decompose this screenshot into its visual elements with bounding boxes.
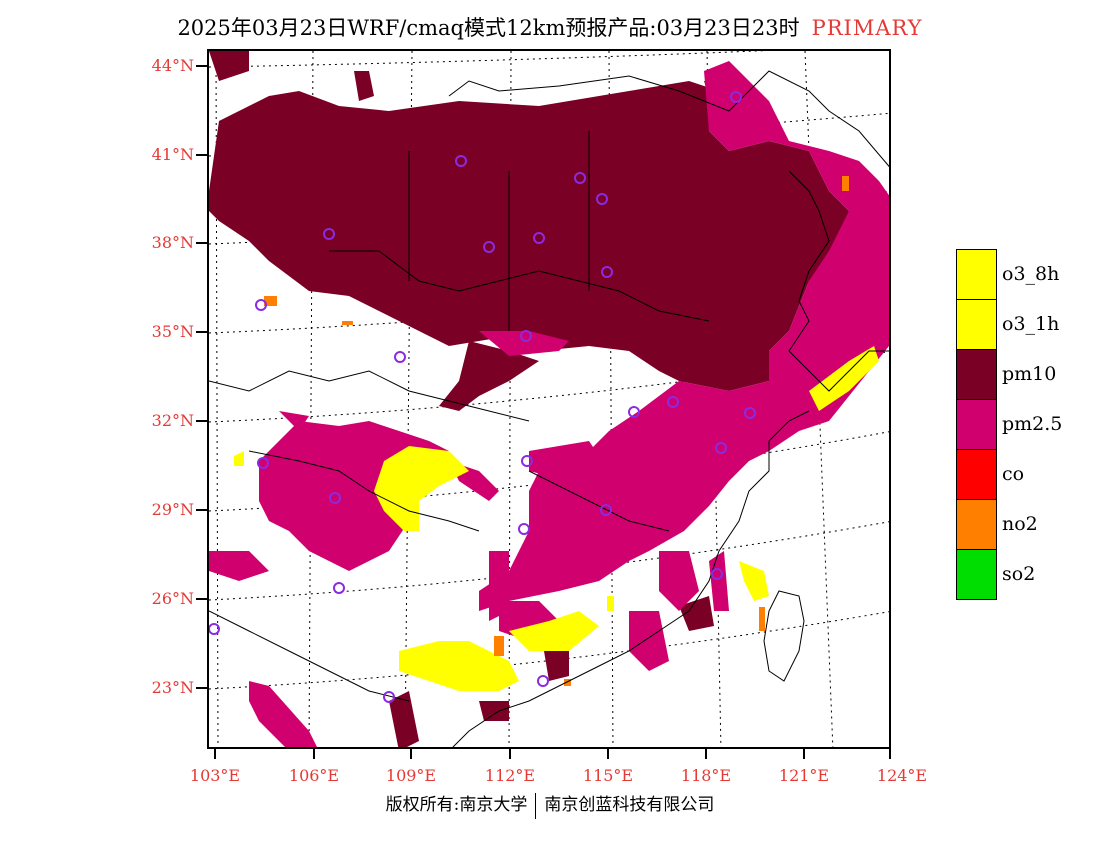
lat-label-32: 32°N [151, 411, 194, 430]
legend-label: co [1002, 463, 1025, 485]
lat-label-44: 44°N [151, 56, 194, 75]
legend-swatch [956, 449, 997, 499]
copyright-credit: 版权所有:南京大学 南京创蓝科技有限公司 [0, 790, 1100, 819]
legend-label: pm2.5 [1002, 413, 1063, 435]
title-text: 2025年03月23日WRF/cmaq模式12km预报产品:03月23日23时 [177, 16, 800, 40]
lat-label-41: 41°N [151, 145, 194, 164]
lat-label-29: 29°N [151, 500, 194, 519]
lon-tick [803, 749, 805, 759]
legend-label: pm10 [1002, 363, 1057, 385]
credit-left: 版权所有:南京大学 [385, 795, 528, 815]
lat-label-23: 23°N [151, 678, 194, 697]
legend-label: no2 [1002, 513, 1038, 535]
legend-label: so2 [1002, 563, 1036, 585]
lat-tick [196, 331, 207, 333]
lon-label-124: 124°E [876, 766, 928, 785]
legend-swatch [956, 349, 997, 399]
lon-tick [313, 749, 315, 759]
lat-tick [196, 242, 207, 244]
legend-swatch [956, 399, 997, 449]
legend-swatch [956, 249, 997, 299]
lat-tick [196, 154, 207, 156]
pollutant-map[interactable] [207, 49, 891, 749]
coastline [209, 70, 889, 747]
credit-separator [535, 792, 537, 819]
lat-tick [196, 687, 207, 689]
lon-tick [509, 749, 511, 759]
lon-tick [889, 749, 891, 759]
map-title: 2025年03月23日WRF/cmaq模式12km预报产品:03月23日23时 P… [0, 12, 1100, 42]
legend-label: o3_8h [1002, 263, 1060, 285]
lon-label-118: 118°E [680, 766, 732, 785]
primary-tag: PRIMARY [811, 16, 923, 40]
o3-region [234, 346, 879, 691]
lon-tick [214, 749, 216, 759]
lon-tick [607, 749, 609, 759]
lat-label-35: 35°N [151, 322, 194, 341]
legend-label: o3_1h [1002, 313, 1060, 335]
lon-label-103: 103°E [189, 766, 241, 785]
lon-label-112: 112°E [484, 766, 536, 785]
lon-label-121: 121°E [778, 766, 830, 785]
legend-swatch [956, 299, 997, 349]
lat-tick [196, 65, 207, 67]
lon-tick [705, 749, 707, 759]
lon-label-106: 106°E [288, 766, 340, 785]
credit-right: 南京创蓝科技有限公司 [544, 795, 715, 815]
lon-label-115: 115°E [582, 766, 634, 785]
lat-label-38: 38°N [151, 233, 194, 252]
lat-tick [196, 598, 207, 600]
lat-tick [196, 509, 207, 511]
map-svg [209, 51, 889, 747]
no2-region [264, 176, 849, 686]
station-markers [209, 91, 756, 703]
lat-tick [196, 420, 207, 422]
lon-tick [410, 749, 412, 759]
legend-swatch [956, 499, 997, 549]
legend-swatch [956, 549, 997, 600]
lon-label-109: 109°E [385, 766, 437, 785]
lat-label-26: 26°N [151, 589, 194, 608]
